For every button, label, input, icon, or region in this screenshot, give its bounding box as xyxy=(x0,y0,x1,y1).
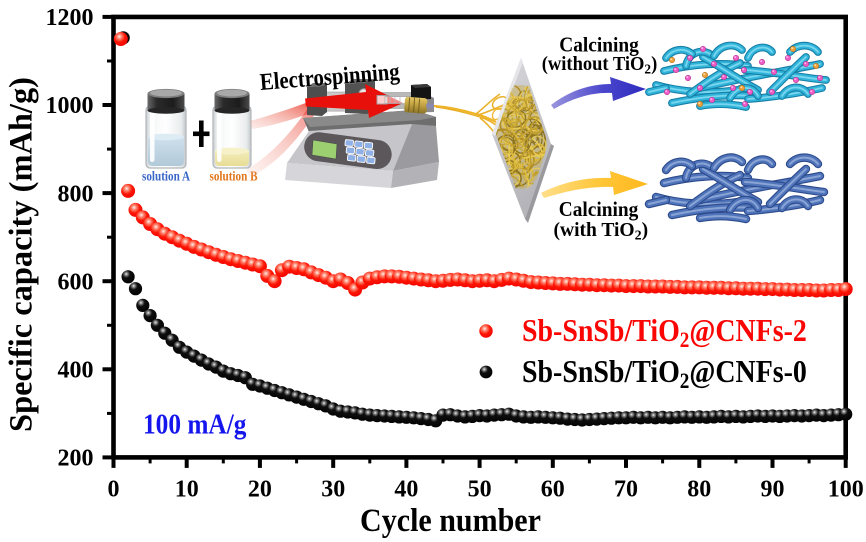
svg-text:200: 200 xyxy=(58,446,94,472)
svg-text:800: 800 xyxy=(58,181,94,207)
svg-text:Calcining: Calcining xyxy=(559,198,639,221)
svg-text:Sb-SnSb/TiO2@CNFs-0: Sb-SnSb/TiO2@CNFs-0 xyxy=(522,354,807,393)
svg-text:10: 10 xyxy=(175,476,199,502)
svg-text:100: 100 xyxy=(828,476,864,502)
svg-text:60: 60 xyxy=(541,476,565,502)
svg-text:20: 20 xyxy=(248,476,272,502)
svg-text:solution B: solution B xyxy=(209,169,257,184)
svg-text:(without TiO2): (without TiO2) xyxy=(542,54,657,77)
svg-text:40: 40 xyxy=(394,476,418,502)
svg-text:0: 0 xyxy=(108,476,120,502)
svg-text:400: 400 xyxy=(58,358,94,384)
svg-text:70: 70 xyxy=(614,476,638,502)
svg-text:30: 30 xyxy=(321,476,345,502)
svg-text:1200: 1200 xyxy=(46,5,94,31)
svg-text:Sb-SnSb/TiO2@CNFs-2: Sb-SnSb/TiO2@CNFs-2 xyxy=(522,313,807,352)
svg-text:100 mA/g: 100 mA/g xyxy=(143,408,247,440)
svg-text:Specific capacity (mAh/g): Specific capacity (mAh/g) xyxy=(3,77,39,432)
svg-text:(with TiO2): (with TiO2) xyxy=(553,220,648,244)
svg-text:Calcining: Calcining xyxy=(559,34,639,57)
svg-text:Cycle number: Cycle number xyxy=(360,502,541,539)
svg-text:80: 80 xyxy=(687,476,711,502)
svg-text:600: 600 xyxy=(58,269,94,295)
svg-text:50: 50 xyxy=(468,476,492,502)
svg-text:solution A: solution A xyxy=(142,169,190,184)
svg-text:1000: 1000 xyxy=(46,93,94,119)
svg-text:90: 90 xyxy=(761,476,785,502)
